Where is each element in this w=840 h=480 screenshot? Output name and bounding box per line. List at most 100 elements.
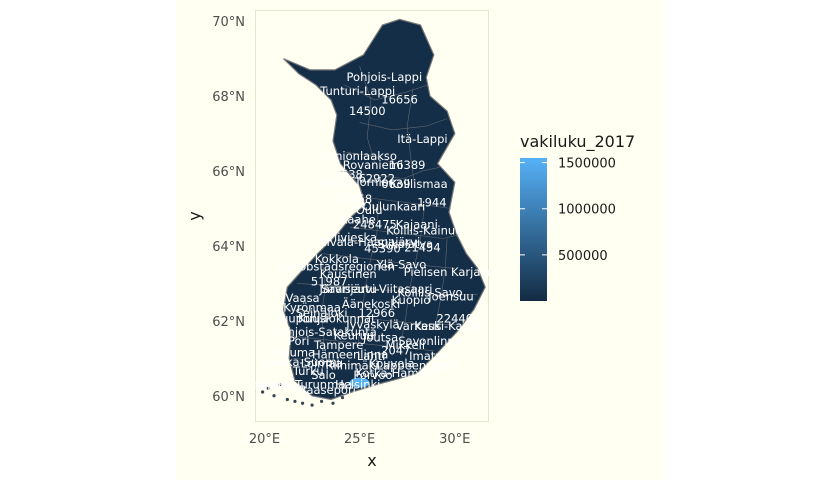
x-tick-label: 30°E — [439, 432, 470, 447]
y-tick-label: 62°N — [212, 315, 245, 330]
region-label: Jyväskylä — [345, 317, 399, 331]
region-label: Kokkola — [315, 252, 359, 266]
island-dot — [300, 401, 305, 405]
region-label: Ylivieska — [326, 230, 377, 244]
region-border — [340, 167, 440, 179]
region-label: 62922 — [358, 171, 395, 185]
region-label: Kemi-Tornio — [323, 175, 389, 189]
region-label: Järviseutu — [319, 282, 377, 296]
legend-colorbar — [520, 158, 547, 301]
y-axis-title: y — [185, 211, 204, 220]
region-label: 2047 — [381, 344, 410, 358]
region-label: Tampere — [313, 338, 363, 352]
legend-breaks: 500000 1000000 1500000 — [520, 157, 616, 264]
island-dot — [331, 401, 335, 405]
region-label: Porvoo — [353, 368, 392, 382]
region-label: Savonlinna — [398, 334, 462, 348]
x-axis-ticks: 20°E 25°E 30°E — [249, 432, 471, 447]
country-outline — [282, 18, 486, 401]
region-border — [359, 66, 376, 164]
region-label: Varkaus — [396, 319, 442, 333]
region-label: Raahe — [340, 212, 376, 226]
region-label: Tornionlaakso — [318, 149, 397, 163]
region-label: Rovaniemi — [343, 158, 403, 172]
region-label: Oulunkaari — [363, 199, 426, 213]
region-label: Turku — [292, 364, 324, 378]
region-label: Ylä-Savo — [376, 257, 427, 271]
y-tick-label: 60°N — [212, 390, 245, 405]
map-layer — [261, 18, 486, 407]
region-label: Mariehamn — [231, 379, 296, 393]
island-dot — [319, 399, 324, 403]
region-label: Kajaani — [396, 217, 438, 231]
legend-title: vakiluku_2017 — [520, 132, 635, 152]
region-label: Keski-Karjala — [414, 319, 488, 333]
y-axis-ticks: 60°N 62°N 64°N 66°N 68°N 70°N — [212, 15, 245, 405]
region-label: Joensuu — [427, 289, 473, 303]
y-tick-label: 64°N — [212, 240, 245, 255]
region-label: Oulu — [356, 203, 383, 217]
highlighted-region — [349, 377, 370, 388]
region-label: 14500 — [349, 104, 386, 118]
region-label: Saarijärvi-Viitasaari — [321, 282, 432, 296]
region-label: 1944 — [417, 196, 446, 210]
legend: vakiluku_2017 500000 1000000 1500000 — [520, 132, 635, 301]
region-label: Kuusiokunnat — [298, 312, 376, 326]
x-tick-label: 20°E — [249, 432, 280, 447]
island-dot — [278, 382, 282, 387]
region-label: Tunturi-Lappi — [319, 84, 395, 98]
region-border — [287, 309, 461, 325]
region-label: Helsinki — [335, 377, 380, 391]
region-label: Koillismaa — [390, 177, 448, 191]
region-label: Itä-Lappi — [397, 132, 447, 146]
region-border — [359, 118, 448, 131]
region-label: Rauma — [275, 345, 315, 359]
region-label: 16389 — [389, 158, 426, 172]
region-label: Lahti — [357, 349, 385, 363]
island-dot — [261, 390, 265, 394]
region-border — [363, 197, 452, 209]
region-label: Siikalatva — [377, 237, 433, 251]
island-dot — [310, 403, 314, 407]
region-border — [292, 358, 402, 370]
region-label: 16656 — [381, 93, 418, 107]
y-tick-label: 68°N — [212, 90, 245, 105]
region-border — [406, 88, 416, 187]
region-label: 21454 — [404, 241, 441, 255]
region-border — [435, 238, 448, 325]
region-label: Kotka-Hamina — [355, 366, 436, 380]
island-dot — [285, 397, 289, 402]
region-label: Riihimäki — [326, 359, 379, 373]
region-label: 12966 — [358, 306, 395, 320]
x-axis-title: x — [367, 451, 376, 470]
island-dot — [293, 399, 297, 403]
region-label: 45390 — [364, 242, 401, 256]
region-label: Jakobstadsregionen — [281, 259, 395, 273]
region-label: Pohjois-Satakunta — [274, 325, 377, 339]
region-label: Kaustinen — [320, 267, 377, 281]
region-label: Vakka-Suomi — [265, 355, 339, 369]
region-label: Loimaa — [301, 357, 343, 371]
region-label: Kuopio — [392, 293, 431, 307]
y-tick-label: 70°N — [212, 15, 245, 30]
region-label: Nivala-Haapajärvi — [318, 235, 420, 249]
region-label: Keuruu — [334, 329, 375, 343]
island-dot — [266, 386, 270, 390]
region-label: Koillis-Kainuu — [386, 224, 462, 238]
region-label: Joutsa — [362, 330, 398, 344]
region-label: 7638 — [334, 168, 363, 182]
region-label: Mikkeli — [386, 338, 426, 352]
region-border — [291, 335, 434, 352]
region-border — [399, 208, 425, 348]
region-border — [321, 253, 455, 269]
region-label: Koillis-Savo — [397, 286, 462, 300]
x-tick-label: 25°E — [344, 432, 375, 447]
region-border — [357, 200, 379, 348]
region-label: Kyrönmaa — [283, 301, 341, 315]
island-dot — [340, 396, 345, 400]
region-label: Seinäjoki — [296, 306, 348, 320]
region-label: Imatra — [409, 349, 447, 363]
region-label: Äänekoski — [342, 296, 400, 311]
